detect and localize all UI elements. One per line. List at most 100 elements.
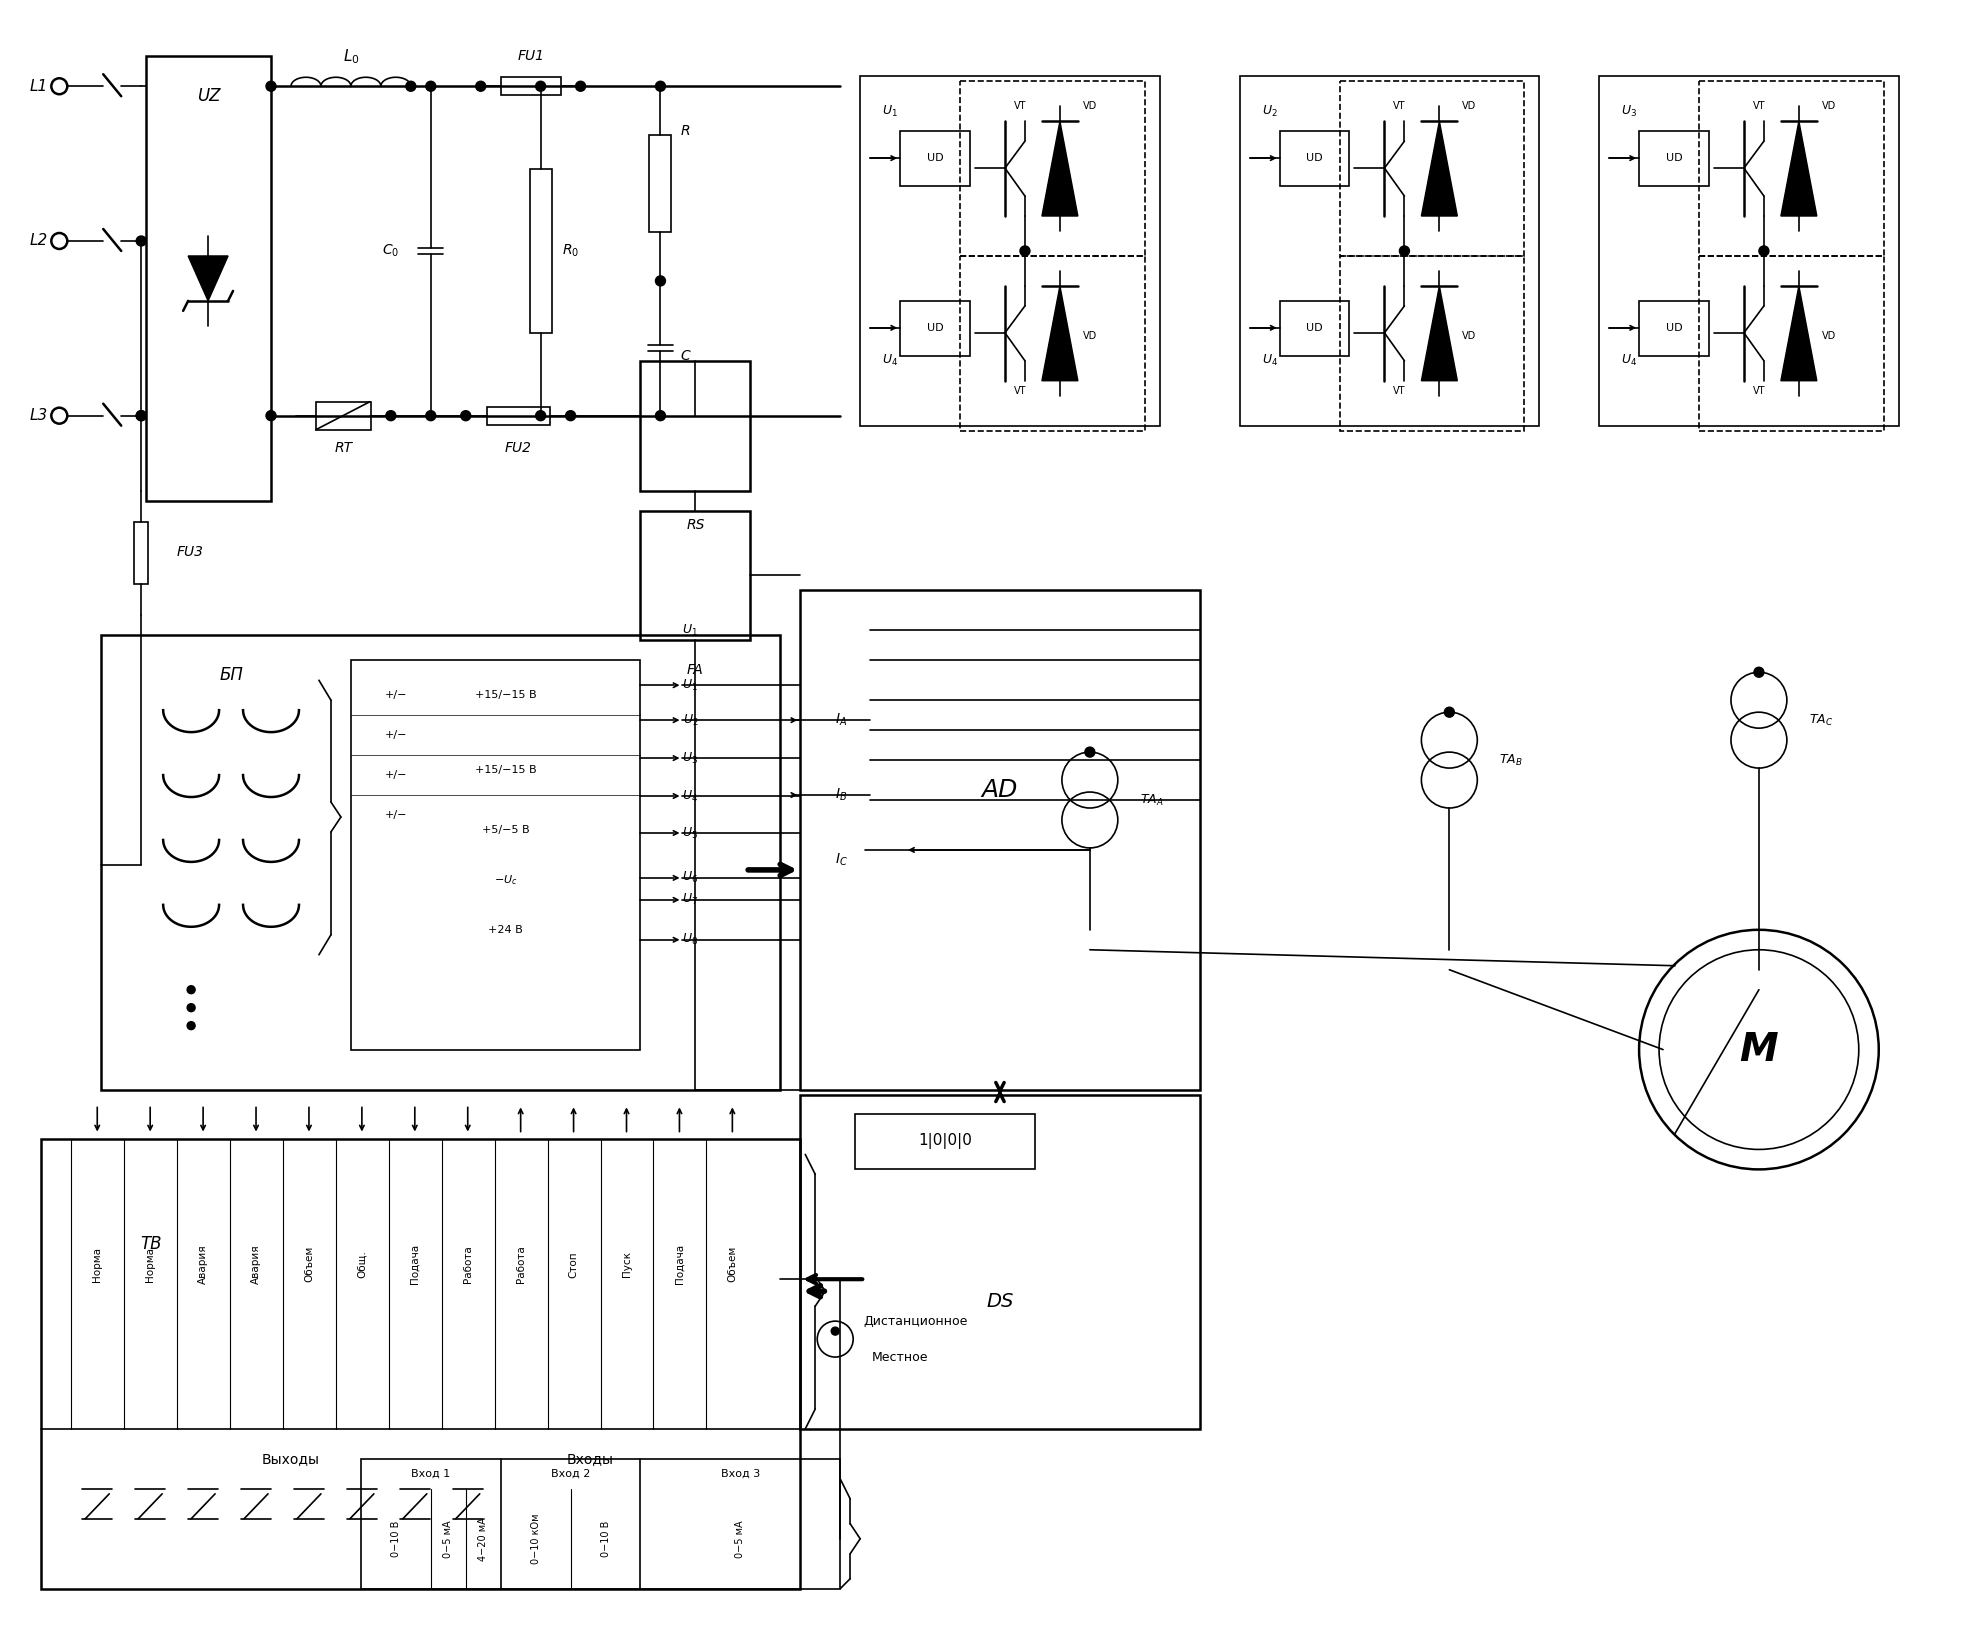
Text: FA: FA	[687, 663, 703, 678]
Text: $U_7$: $U_7$	[683, 893, 699, 907]
Text: +15/−15 В: +15/−15 В	[475, 766, 537, 775]
Text: L2: L2	[30, 233, 48, 249]
Bar	[640, 360, 750, 490]
Circle shape	[832, 1328, 840, 1336]
Text: Норма: Норма	[93, 1246, 103, 1282]
Text: БП: БП	[220, 666, 244, 684]
Text: C: C	[681, 349, 691, 363]
Text: +/−: +/−	[384, 730, 408, 740]
Text: Работа: Работа	[463, 1245, 473, 1284]
Text: UD: UD	[1307, 323, 1323, 332]
Text: $U_4$: $U_4$	[1622, 353, 1637, 368]
Text: +15/−15 В: +15/−15 В	[475, 691, 537, 700]
Circle shape	[137, 411, 147, 420]
Text: VD: VD	[1822, 331, 1835, 340]
Text: 0−10 В: 0−10 В	[390, 1520, 400, 1557]
Bar	[147, 57, 271, 500]
Text: DS: DS	[986, 1292, 1014, 1311]
Circle shape	[1085, 748, 1095, 757]
Text: Вход 1: Вход 1	[412, 1469, 449, 1479]
Text: VT: VT	[1752, 386, 1764, 396]
Text: $TA_A$: $TA_A$	[1140, 792, 1164, 808]
Bar	[960, 256, 1144, 430]
Text: $U_4$: $U_4$	[1261, 353, 1277, 368]
Text: RT: RT	[335, 440, 352, 454]
Polygon shape	[1041, 287, 1077, 381]
Text: $U_1$: $U_1$	[683, 622, 699, 639]
Text: VD: VD	[1461, 331, 1477, 340]
Polygon shape	[1422, 121, 1457, 217]
Text: Дистанционное: Дистанционное	[863, 1315, 968, 1328]
Circle shape	[426, 81, 436, 91]
Text: RS: RS	[687, 518, 705, 533]
Circle shape	[655, 275, 665, 287]
Text: $U_6$: $U_6$	[683, 870, 699, 886]
Bar	[487, 407, 550, 425]
Text: FU3: FU3	[176, 546, 204, 559]
Circle shape	[265, 411, 275, 420]
Text: Входы: Входы	[566, 1451, 614, 1466]
Circle shape	[537, 411, 546, 420]
Text: 4−20 мА: 4−20 мА	[477, 1517, 487, 1561]
Text: +24 В: +24 В	[489, 925, 523, 935]
Text: VD: VD	[1083, 101, 1097, 111]
Text: 0−10 В: 0−10 В	[600, 1520, 610, 1557]
Text: +/−: +/−	[384, 691, 408, 700]
Bar	[350, 660, 640, 1049]
Bar	[42, 1139, 800, 1588]
Text: $I_B$: $I_B$	[836, 787, 847, 803]
Bar	[649, 135, 671, 233]
Text: Вход 3: Вход 3	[721, 1469, 760, 1479]
Text: UD: UD	[927, 323, 942, 332]
Circle shape	[188, 986, 196, 994]
Polygon shape	[1780, 121, 1818, 217]
Text: Объем: Объем	[305, 1246, 315, 1282]
Text: $-U_c$: $-U_c$	[493, 873, 517, 886]
Circle shape	[188, 1003, 196, 1012]
Circle shape	[386, 411, 396, 420]
Text: Подача: Подача	[410, 1245, 420, 1284]
Text: 0−5 мА: 0−5 мА	[735, 1520, 744, 1557]
Text: VT: VT	[1394, 101, 1406, 111]
Bar	[529, 169, 552, 334]
Circle shape	[1020, 246, 1030, 256]
Bar	[1340, 256, 1525, 430]
Text: VD: VD	[1461, 101, 1477, 111]
Bar	[317, 402, 370, 430]
Bar	[1600, 77, 1899, 425]
Bar	[1279, 132, 1350, 186]
Circle shape	[576, 81, 586, 91]
Text: Норма: Норма	[145, 1246, 154, 1282]
Text: Авария: Авария	[251, 1245, 261, 1284]
Bar	[1699, 81, 1883, 256]
Polygon shape	[188, 256, 228, 301]
Text: $U_4$: $U_4$	[881, 353, 899, 368]
Circle shape	[1754, 668, 1764, 678]
Bar	[640, 510, 750, 640]
Bar	[855, 1114, 1036, 1170]
Text: Местное: Местное	[871, 1350, 929, 1363]
Bar	[800, 1095, 1200, 1429]
Text: L1: L1	[30, 78, 48, 94]
Circle shape	[475, 81, 485, 91]
Text: VT: VT	[1014, 386, 1026, 396]
Text: VD: VD	[1822, 101, 1835, 111]
Bar	[1239, 77, 1538, 425]
Bar	[960, 81, 1144, 256]
Circle shape	[566, 411, 576, 420]
Text: UZ: UZ	[196, 88, 220, 106]
Text: $U_2$: $U_2$	[683, 712, 699, 728]
Text: $L_0$: $L_0$	[343, 47, 358, 65]
Text: AD: AD	[982, 779, 1018, 801]
Circle shape	[461, 411, 471, 420]
Text: VT: VT	[1752, 101, 1764, 111]
Circle shape	[655, 411, 665, 420]
Bar	[1699, 256, 1883, 430]
Text: $U_3$: $U_3$	[683, 751, 699, 766]
Text: $I_A$: $I_A$	[836, 712, 847, 728]
Text: $U_8$: $U_8$	[683, 932, 699, 948]
Text: $TA_B$: $TA_B$	[1499, 753, 1523, 767]
Circle shape	[426, 411, 436, 420]
Bar	[901, 132, 970, 186]
Text: $I_C$: $I_C$	[836, 852, 847, 868]
